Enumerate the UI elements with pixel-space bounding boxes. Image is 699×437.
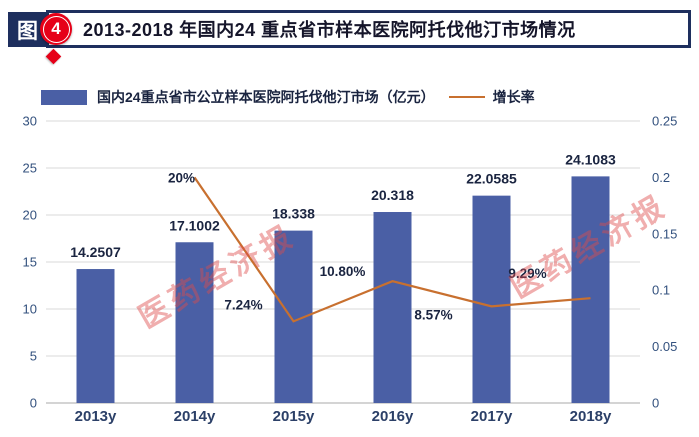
left-axis-tick: 30 [23, 114, 37, 129]
bar [472, 195, 511, 403]
left-axis-tick: 20 [23, 208, 37, 223]
bar-value-label: 22.0585 [466, 171, 517, 187]
bar-legend-label: 国内24重点省市公立样本医院阿托伐他汀市场（亿元） [97, 89, 435, 105]
figure-header: 2013-2018 年国内24 重点省市样本医院阿托伐他汀市场情况 图 4 [0, 0, 699, 70]
growth-rate-label: 20% [168, 170, 195, 185]
x-axis-label: 2018y [570, 408, 612, 425]
growth-rate-label: 7.24% [224, 297, 262, 312]
right-axis-tick: 0.2 [652, 170, 670, 185]
bar [175, 242, 214, 403]
growth-rate-label: 9.29% [508, 266, 546, 281]
right-axis-tick: 0 [652, 396, 659, 411]
x-axis-label: 2013y [75, 408, 117, 425]
figure-number: 4 [42, 15, 70, 43]
left-axis-tick: 10 [23, 302, 37, 317]
right-axis-tick: 0.05 [652, 339, 677, 354]
x-axis-label: 2015y [273, 408, 315, 425]
right-axis-tick: 0.15 [652, 226, 677, 241]
x-axis-label: 2016y [372, 408, 414, 425]
line-legend-swatch [448, 96, 485, 98]
bar-value-label: 14.2507 [70, 244, 121, 260]
bar [571, 176, 610, 403]
bar-value-label: 18.338 [272, 206, 315, 222]
bar-legend-swatch [41, 89, 87, 105]
growth-rate-label: 8.57% [414, 307, 452, 322]
left-axis-tick: 25 [23, 161, 37, 176]
bar-value-label: 24.1083 [565, 151, 616, 167]
figure-title-box: 2013-2018 年国内24 重点省市样本医院阿托伐他汀市场情况 [46, 10, 691, 48]
growth-rate-line [193, 176, 591, 323]
chart-legend: 国内24重点省市公立样本医院阿托伐他汀市场（亿元） 增长率 [41, 87, 535, 107]
right-axis-tick: 0.1 [652, 283, 670, 298]
x-axis-label: 2014y [174, 408, 216, 425]
figure-number-badge: 4 [40, 13, 72, 45]
right-axis-tick: 0.25 [652, 114, 677, 129]
bar [373, 212, 412, 403]
left-axis-tick: 5 [30, 349, 37, 364]
left-axis-tick: 0 [30, 396, 37, 411]
x-axis-label: 2017y [471, 408, 513, 425]
bar [76, 269, 115, 403]
left-axis-tick: 15 [23, 255, 37, 270]
bar-value-label: 20.318 [371, 187, 414, 203]
figure-title: 2013-2018 年国内24 重点省市样本医院阿托伐他汀市场情况 [83, 20, 576, 40]
bar-value-label: 17.1002 [169, 217, 220, 233]
pointer-diamond-icon [45, 48, 62, 65]
growth-rate-label: 10.80% [320, 264, 366, 279]
line-legend-label: 增长率 [492, 89, 535, 105]
